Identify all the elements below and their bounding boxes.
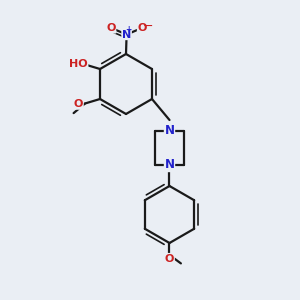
- Text: N: N: [164, 124, 175, 137]
- Text: +: +: [126, 26, 132, 34]
- Text: O: O: [137, 23, 147, 33]
- Text: O: O: [165, 254, 174, 264]
- Text: N: N: [122, 29, 131, 40]
- Text: HO: HO: [69, 59, 88, 69]
- Text: N: N: [164, 158, 175, 172]
- Text: O: O: [106, 23, 116, 33]
- Text: O: O: [74, 99, 83, 109]
- Text: −: −: [142, 20, 153, 33]
